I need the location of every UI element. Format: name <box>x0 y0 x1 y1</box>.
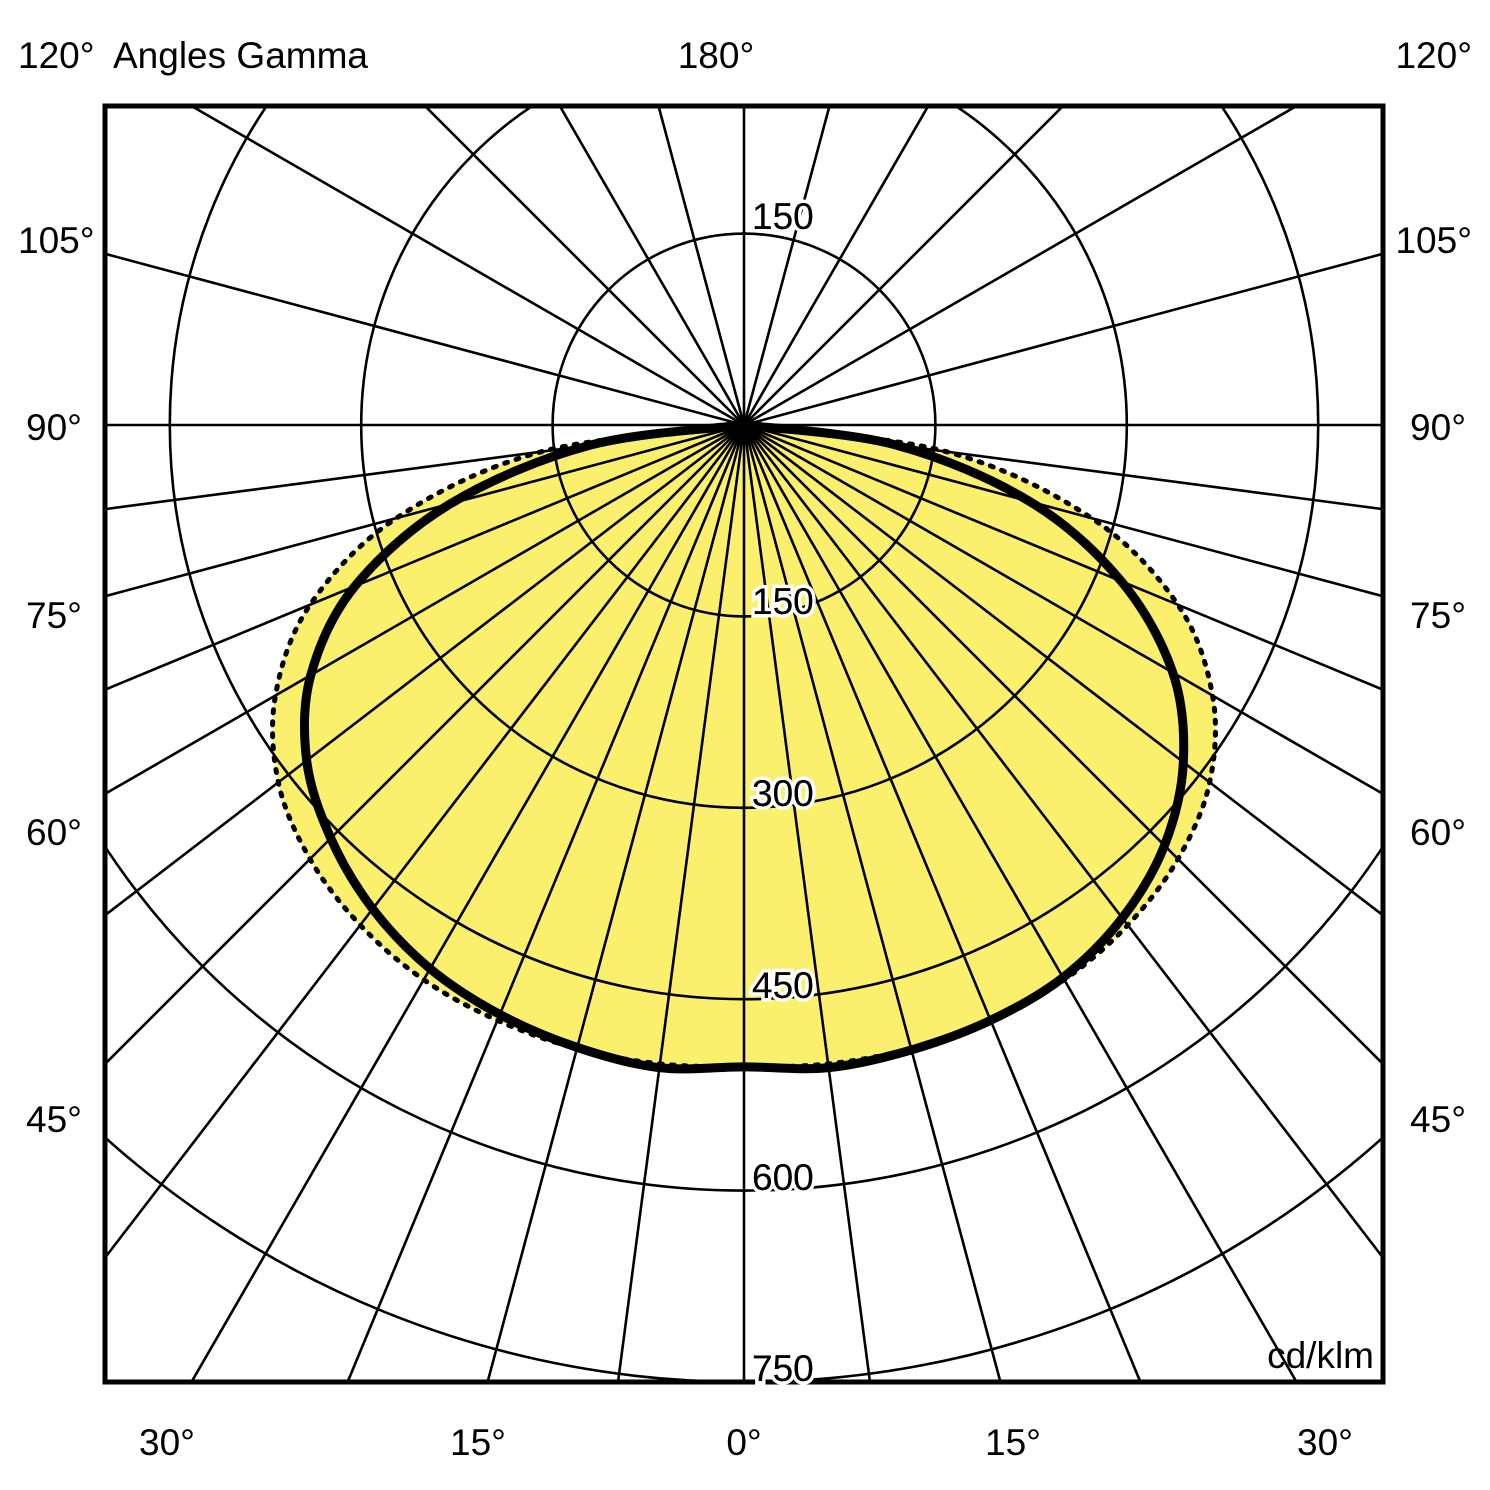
plot-frame <box>102 103 1386 1385</box>
bottom-axis-label-15-right: 15° <box>985 1422 1041 1463</box>
bottom-axis-label-0: 0° <box>726 1422 761 1463</box>
left-axis-label-105: 105° <box>18 220 95 261</box>
radial-label-750: 750 <box>752 1348 814 1389</box>
radial-label-150-top: 150 <box>752 196 814 237</box>
radial-label-600: 600 <box>752 1157 814 1198</box>
left-axis-label-45: 45° <box>26 1099 82 1140</box>
left-axis-label-90: 90° <box>26 407 82 448</box>
left-axis-label-60: 60° <box>26 812 82 853</box>
radial-label-750-halo: 750 <box>752 1348 814 1389</box>
bottom-axis-label-30-right: 30° <box>1297 1422 1353 1463</box>
left-axis-label-120: 120° <box>18 35 95 76</box>
radial-label-300-halo: 300 <box>752 773 814 814</box>
radial-label-450: 450 <box>752 965 814 1006</box>
radial-label-150: 150 <box>752 581 814 622</box>
radial-label-600-halo: 600 <box>752 1157 814 1198</box>
right-axis-label-75: 75° <box>1410 595 1466 636</box>
radial-label-150-top-halo: 150 <box>752 196 814 237</box>
right-axis-label-120: 120° <box>1395 35 1472 76</box>
radial-label-450-halo: 450 <box>752 965 814 1006</box>
bottom-axis-label-30-left: 30° <box>139 1422 195 1463</box>
right-axis-label-105: 105° <box>1395 220 1472 261</box>
right-axis-label-45: 45° <box>1410 1099 1466 1140</box>
radial-label-300: 300 <box>752 773 814 814</box>
right-axis-label-60: 60° <box>1410 812 1466 853</box>
bottom-axis-label-15-left: 15° <box>450 1422 506 1463</box>
radial-label-150-halo: 150 <box>752 581 814 622</box>
c0-c180-curve <box>299 420 1189 1074</box>
unit-label: cd/klm <box>1267 1335 1374 1376</box>
left-axis-label-75: 75° <box>26 595 82 636</box>
right-axis-label-90: 90° <box>1410 407 1466 448</box>
top-axis-label-180: 180° <box>678 35 755 76</box>
page-title: Angles Gamma <box>113 35 368 76</box>
